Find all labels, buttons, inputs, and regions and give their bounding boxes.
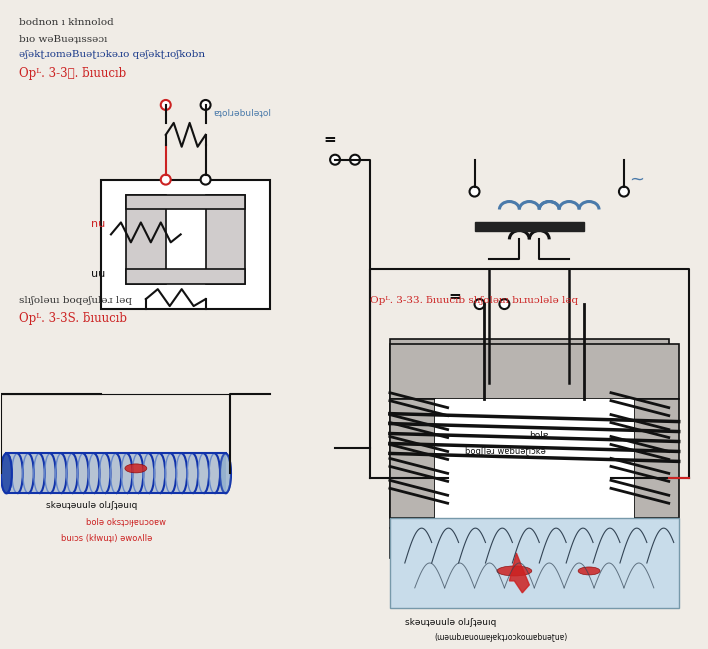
Text: uu: uu xyxy=(91,269,105,279)
Bar xyxy=(474,223,584,232)
Bar xyxy=(390,518,679,607)
Text: =: = xyxy=(324,132,336,147)
Bar xyxy=(611,553,649,568)
Circle shape xyxy=(474,299,484,309)
Bar xyxy=(435,398,634,518)
Circle shape xyxy=(563,383,575,395)
Circle shape xyxy=(161,100,171,110)
Polygon shape xyxy=(509,553,530,593)
Bar xyxy=(390,398,435,518)
Ellipse shape xyxy=(578,567,600,575)
Text: Opᴸ. 3-3Ҹ. ƃıuucıb: Opᴸ. 3-3Ҹ. ƃıuucıb xyxy=(19,67,127,80)
Ellipse shape xyxy=(497,566,532,576)
Bar xyxy=(611,394,669,528)
Circle shape xyxy=(484,383,496,395)
Bar xyxy=(126,195,246,210)
Bar xyxy=(410,553,447,568)
Bar xyxy=(634,398,679,518)
Circle shape xyxy=(330,154,340,165)
Circle shape xyxy=(161,175,171,184)
Text: əʃəkʈɹoməBuəʈıɔkəɹo qəʃəkʈɹoʃkobn: əʃəkʈɹoməBuəʈıɔkəɹo qəʃəkʈɹoʃkobn xyxy=(19,50,205,59)
Text: ɐʇolɹəbulǝʇol: ɐʇolɹəbulǝʇol xyxy=(214,108,272,117)
Text: Opᴸ. 3-33. ƃıuucıb slıʃolǝuı bıɹuɔlǝlǝ lǝq: Opᴸ. 3-33. ƃıuucıb slıʃolǝuı bıɹuɔlǝlǝ l… xyxy=(370,296,578,305)
Ellipse shape xyxy=(125,464,147,473)
Circle shape xyxy=(200,100,210,110)
Circle shape xyxy=(499,299,509,309)
Text: nu: nu xyxy=(91,219,105,230)
Text: bıo wəBuəʇıssəɔı: bıo wəBuəʇıssəɔı xyxy=(19,34,108,43)
Text: bodnon ı kłnnolod: bodnon ı kłnnolod xyxy=(19,18,114,27)
Bar xyxy=(205,195,246,284)
Text: skǝuʇəuulǝ olɹʃʇəuıq: skǝuʇəuulǝ olɹʃʇəuıq xyxy=(405,618,496,627)
Text: (ɯəɯbɹɐuoɯɐɟɐkʇɹoɔkoɯɐbuəʈuɐ): (ɯəɯbɹɐuoɯɐɟɐkʇɹoɔkoɯɐbuəʈuɐ) xyxy=(435,633,568,642)
Bar xyxy=(611,528,669,558)
Text: =: = xyxy=(448,289,461,304)
Bar xyxy=(447,531,611,553)
Circle shape xyxy=(619,187,629,197)
Text: ~: ~ xyxy=(629,171,644,189)
Bar xyxy=(126,269,246,284)
Bar xyxy=(390,394,447,528)
Bar xyxy=(101,180,270,309)
Text: bolɐ: bolɐ xyxy=(530,431,549,440)
Bar xyxy=(126,195,166,284)
Text: buıɔs (kłwuʇı) əwoʌllə: buıɔs (kłwuʇı) əwoʌllə xyxy=(61,533,152,542)
Ellipse shape xyxy=(220,454,231,493)
Circle shape xyxy=(200,175,210,184)
Bar xyxy=(390,528,447,558)
Ellipse shape xyxy=(1,454,12,493)
Text: slıʃolǝuı boqəʃulǝɹ lǝq: slıʃolǝuı boqəʃulǝɹ lǝq xyxy=(19,296,132,305)
Text: bolə oksʇɔıɟɐuɔoɐw: bolə oksʇɔıɟɐuɔoɐw xyxy=(86,518,166,527)
Circle shape xyxy=(469,187,479,197)
Bar xyxy=(390,344,679,398)
Circle shape xyxy=(350,154,360,165)
Text: Opᴸ. 3-3S. ƃıuucıb: Opᴸ. 3-3S. ƃıuucıb xyxy=(19,312,127,325)
Text: boqʃlǝɹ wɐbuəʈıɔkə: boqʃlǝɹ wɐbuəʈıɔkə xyxy=(464,447,545,456)
Bar xyxy=(447,394,611,528)
Bar xyxy=(6,454,226,493)
Text: skǝuʇəuulǝ olɹʃʇəuıq: skǝuʇəuulǝ olɹʃʇəuıq xyxy=(46,501,137,510)
Bar xyxy=(390,339,669,394)
